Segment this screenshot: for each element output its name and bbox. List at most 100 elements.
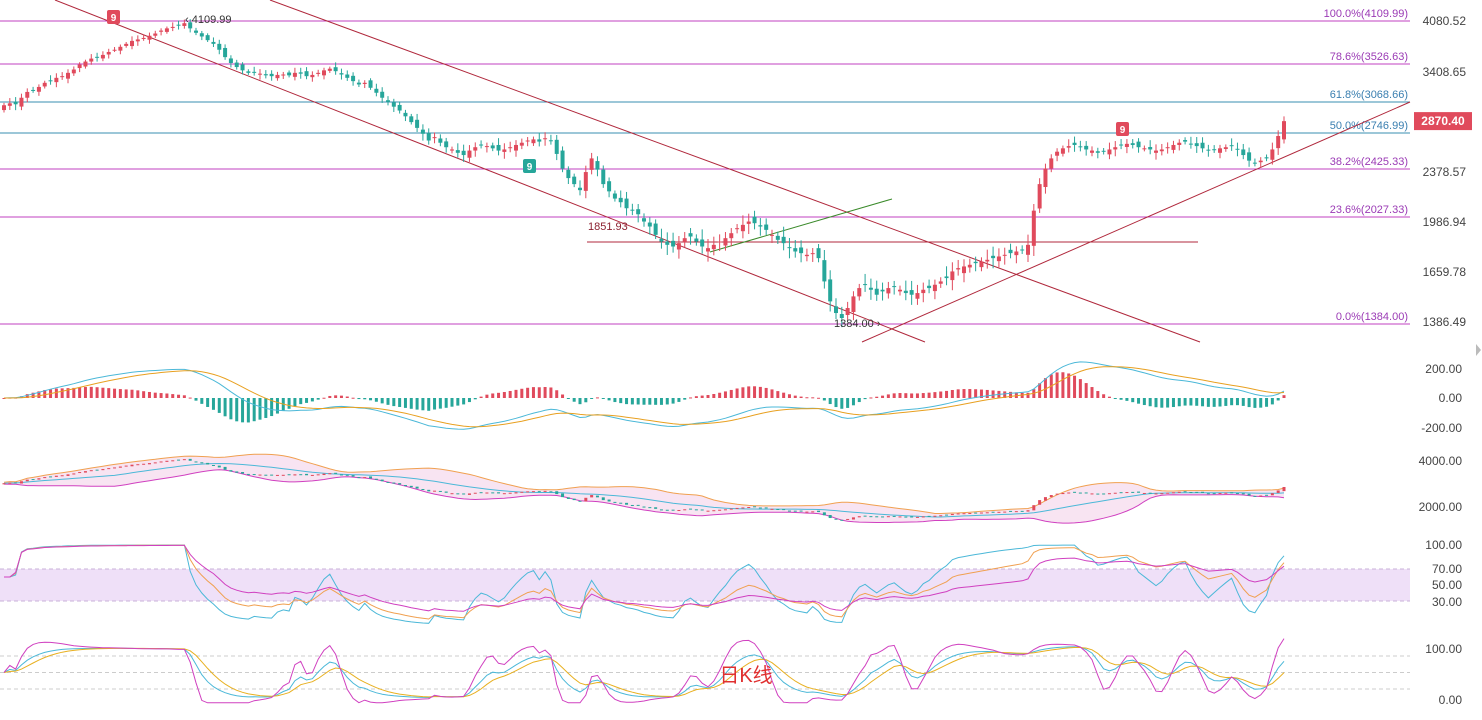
macd-histogram-bar xyxy=(25,394,29,398)
fib-retracement: 100.0%(4109.99) 78.6%(3526.63) 61.8%(3068.… xyxy=(0,8,1410,325)
candle-body xyxy=(77,64,82,69)
macd-histogram-bar xyxy=(147,391,151,398)
macd-histogram-bar xyxy=(636,398,640,405)
candle-body xyxy=(356,82,361,85)
boll-candle xyxy=(1259,495,1263,497)
boll-candle xyxy=(310,474,314,476)
macd-histogram-bar xyxy=(275,398,279,414)
boll-candle xyxy=(305,473,309,476)
macd-histogram-bar xyxy=(1107,396,1111,398)
boll-candle xyxy=(886,516,890,518)
boll-candle xyxy=(985,512,989,514)
macd-histogram-bar xyxy=(299,398,303,405)
boll-candle xyxy=(54,475,58,477)
candle-body xyxy=(996,256,1001,262)
boll-candle xyxy=(147,463,151,465)
boll-candle xyxy=(83,471,87,473)
price-tick-label: 2378.57 xyxy=(1423,165,1467,179)
candle-body xyxy=(31,89,36,91)
macd-histogram-bar xyxy=(991,390,995,398)
macd-histogram-bar xyxy=(1055,372,1059,398)
boll-candle xyxy=(630,504,634,506)
boll-candle xyxy=(747,507,751,508)
candle-body xyxy=(1258,160,1263,163)
macd-histogram-bar xyxy=(630,398,634,405)
boll-candle xyxy=(927,515,931,517)
macd-histogram-bar xyxy=(782,392,786,398)
boll-candle xyxy=(403,485,407,487)
macd-histogram-bar xyxy=(328,395,332,398)
boll-candle xyxy=(438,490,442,492)
boll-candle xyxy=(758,507,762,509)
candle-body xyxy=(706,248,710,252)
candle-body xyxy=(717,241,722,243)
boll-candle xyxy=(531,491,535,493)
candle-body xyxy=(66,72,70,79)
boll-candle xyxy=(834,518,838,520)
macd-histogram-bar xyxy=(561,394,565,398)
rsi-axis-label: 100.00 xyxy=(1425,538,1462,552)
candle-body xyxy=(886,288,891,294)
boll-candle xyxy=(1078,492,1082,494)
macd-histogram-bar xyxy=(113,388,117,398)
macd-histogram-bar xyxy=(171,394,175,398)
boll-candle xyxy=(689,508,693,510)
boll-candle xyxy=(1142,492,1146,494)
macd-histogram-bar xyxy=(491,393,495,398)
macd-histogram-bar xyxy=(246,398,250,423)
macd-histogram-bar xyxy=(904,393,908,398)
candle-body xyxy=(973,261,978,264)
scroll-right-icon[interactable] xyxy=(1476,344,1481,356)
candle-body xyxy=(124,43,129,46)
candle-body xyxy=(659,238,664,242)
macd-histogram-bar xyxy=(677,398,681,402)
macd-histogram-bar xyxy=(1067,373,1071,398)
boll-candle xyxy=(677,509,681,511)
macd-histogram-bar xyxy=(915,393,919,398)
boll-candle xyxy=(933,515,937,517)
boll-candle xyxy=(840,519,844,521)
kdj-axis-label: 100.00 xyxy=(1425,642,1462,656)
boll-candle xyxy=(299,474,303,476)
candle-body xyxy=(54,77,59,83)
candle-body xyxy=(386,100,390,102)
candle-body xyxy=(438,138,443,143)
boll-candle xyxy=(43,477,47,479)
candle-body xyxy=(932,284,937,292)
macd-histogram-bar xyxy=(159,393,163,398)
macd-dif-line xyxy=(3,361,1285,430)
macd-histogram-bar xyxy=(619,398,623,404)
macd-histogram-bar xyxy=(549,387,553,398)
candle-body xyxy=(519,142,524,146)
macd-histogram-bar xyxy=(758,386,762,398)
boll-candle xyxy=(1265,494,1269,496)
boll-candle xyxy=(578,500,582,502)
boll-candle xyxy=(200,462,204,464)
candle-body xyxy=(1014,251,1019,256)
boll-axis-label: 4000.00 xyxy=(1419,454,1463,468)
candle-body xyxy=(1177,142,1182,145)
candle-body xyxy=(921,289,926,294)
boll-candle xyxy=(764,507,768,509)
boll-candle xyxy=(817,510,821,513)
boll-candle xyxy=(1154,493,1158,495)
boll-candle xyxy=(723,509,727,511)
macd-histogram-bar xyxy=(729,389,733,398)
boll-candle xyxy=(322,473,326,476)
candle-body xyxy=(258,73,262,75)
candle-body xyxy=(223,47,228,58)
macd-histogram-bar xyxy=(31,392,35,398)
candle-body xyxy=(490,145,495,149)
macd-histogram-bar xyxy=(770,389,774,398)
macd-histogram-bar xyxy=(1253,398,1257,408)
macd-histogram-bar xyxy=(287,398,291,409)
macd-histogram-bar xyxy=(200,398,204,404)
candle-body xyxy=(781,236,786,244)
macd-histogram-bar xyxy=(508,390,512,398)
boll-candle xyxy=(683,509,687,511)
candle-body xyxy=(1212,149,1217,151)
candle-body xyxy=(182,23,187,26)
macd-histogram-bar xyxy=(497,392,501,398)
candle-body xyxy=(298,72,303,74)
boll-candle xyxy=(479,492,483,494)
